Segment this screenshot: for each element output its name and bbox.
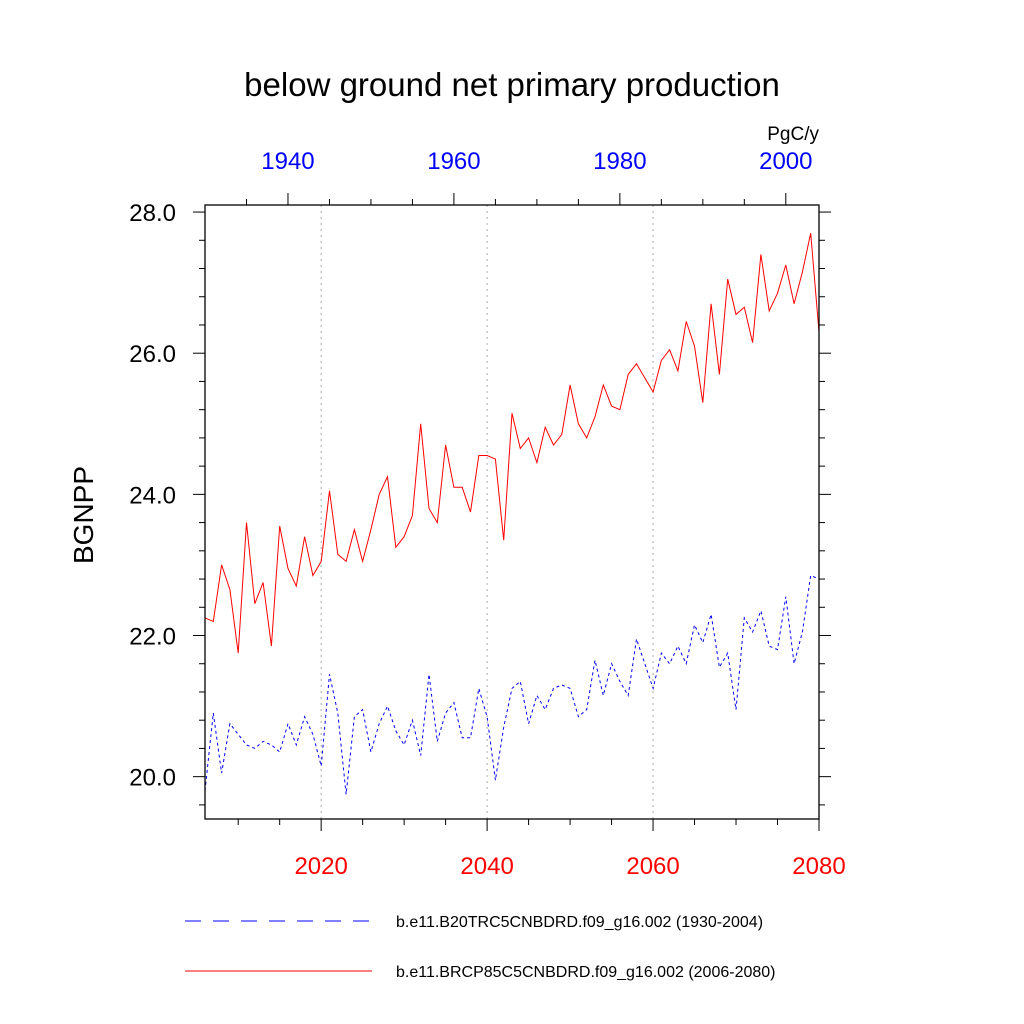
y-axis-label: BGNPP xyxy=(68,466,99,564)
x-bottom-tick-label: 2040 xyxy=(460,853,513,880)
y-tick-label: 26.0 xyxy=(129,341,176,368)
series-line-rcp85 xyxy=(204,233,820,654)
series-layer xyxy=(204,233,820,795)
legend: b.e11.B20TRC5CNBDRD.f09_g16.002 (1930-20… xyxy=(185,914,775,981)
x-bottom-tick-label: 2080 xyxy=(792,853,845,880)
x-bottom-tick-label: 2060 xyxy=(626,853,679,880)
axes-layer: 20.0 22.0 24.0 26.0 28.0 2020 2040 2060 2080 1940… xyxy=(129,148,845,880)
plot-frame xyxy=(204,204,820,820)
x-bottom-tick-label: 2020 xyxy=(294,853,347,880)
x-top-tick-label: 1960 xyxy=(427,148,480,175)
chart-title: below ground net primary production xyxy=(244,66,780,103)
legend-label: b.e11.BRCP85C5CNBDRD.f09_g16.002 (2006-2… xyxy=(396,964,775,981)
y-tick-label: 20.0 xyxy=(129,765,176,792)
x-top-tick-label: 1940 xyxy=(261,148,314,175)
y-tick-label: 22.0 xyxy=(129,624,176,651)
units-label: PgC/y xyxy=(767,124,819,145)
y-tick-label: 28.0 xyxy=(129,200,176,227)
x-top-tick-label: 2000 xyxy=(759,148,812,175)
x-top-tick-label: 1980 xyxy=(593,148,646,175)
legend-label: b.e11.B20TRC5CNBDRD.f09_g16.002 (1930-20… xyxy=(396,914,763,931)
y-tick-label: 24.0 xyxy=(129,482,176,509)
series-line-historical xyxy=(204,574,820,795)
grid-layer xyxy=(320,205,654,819)
